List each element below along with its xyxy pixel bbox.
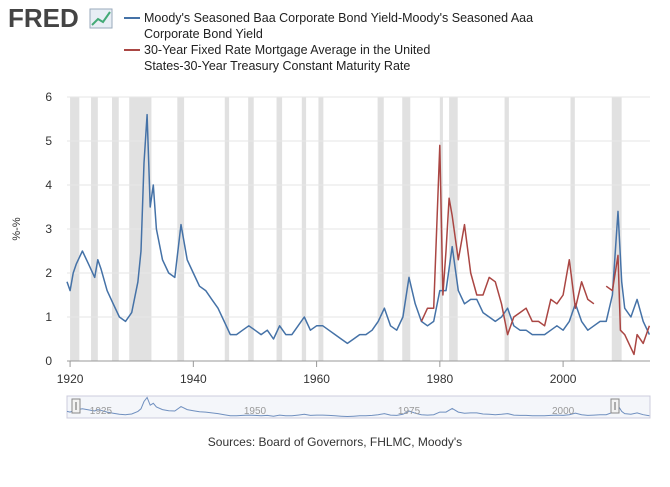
navigator-series [66,396,650,418]
navigator-label: 1950 [244,406,267,417]
y-tick-label: 0 [45,354,52,368]
logo: FRED [8,3,79,33]
navigator-handle[interactable] [71,398,81,414]
x-tick-label: 1940 [180,372,207,386]
series-line [420,144,651,356]
navigator-label: 1925 [90,406,113,417]
plot: 0 1 2 3 4 5 6 1920 1940 1960 1980 2000 1925 1950 1975 2… [45,90,651,419]
y-axis-label: %-% [11,217,23,240]
navigator-frame [66,395,651,419]
x-tick-label: 1980 [426,372,453,386]
y-tick-label: 1 [45,310,52,324]
navigator-label: 1975 [398,406,421,417]
x-tick-label: 1920 [57,372,84,386]
x-tick-label: 1960 [303,372,330,386]
series-line [66,113,651,345]
navigator-label: 2000 [552,406,575,417]
y-tick-label: 4 [45,178,52,192]
legend: Moody's Seasoned Baa Corporate Bond Yiel… [124,11,533,73]
y-tick-label: 6 [45,90,52,104]
navigator-handle[interactable] [610,398,620,414]
legend-label: 30-Year Fixed Rate Mortgage Average in t… [144,43,430,73]
x-tick-label: 2000 [550,372,577,386]
y-tick-label: 5 [45,134,52,148]
legend-label: Moody's Seasoned Baa Corporate Bond Yiel… [144,11,533,41]
y-tick-label: 3 [45,222,52,236]
source: Sources: Board of Governors, FHLMC, Mood… [208,435,462,449]
y-tick-label: 2 [45,266,52,280]
logo-icon [89,8,113,29]
